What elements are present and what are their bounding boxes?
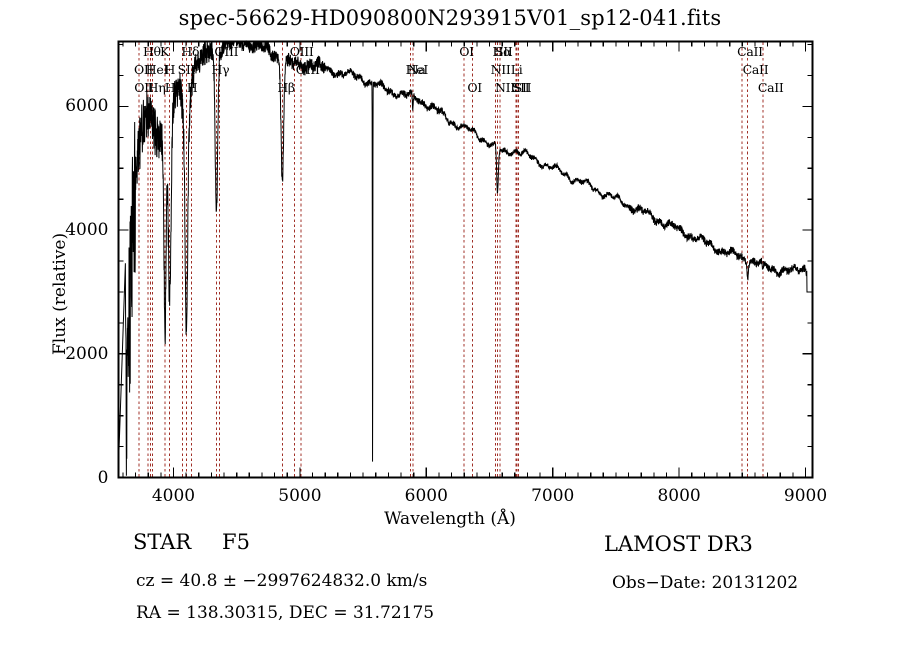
line-marker-label: SII: [511, 80, 530, 95]
line-marker-label: OI: [459, 44, 474, 59]
line-marker-label: OIII: [289, 44, 314, 59]
line-marker-label: Hγ: [211, 62, 230, 77]
line-marker-label: H: [164, 62, 176, 77]
spectrum-trace: [118, 39, 813, 476]
plot-frame: [117, 40, 814, 479]
line-marker-label: HeI: [145, 62, 169, 77]
line-marker-label: NII: [490, 62, 511, 77]
line-marker-label: Hβ: [277, 80, 295, 95]
line-marker-label: NII: [495, 80, 515, 95]
line-marker-label: CaII: [737, 44, 763, 59]
line-marker-label: Hε: [164, 80, 182, 95]
line-marker-label: SII: [495, 44, 513, 59]
axis-ticks: [118, 41, 813, 479]
footer-coords: RA = 138.30315, DEC = 31.72175: [136, 603, 435, 623]
line-marker-label: OIII: [214, 44, 239, 59]
line-marker-label: Li: [510, 62, 523, 77]
line-marker-label: Na: [407, 62, 426, 77]
x-tick-label: 7000: [531, 485, 575, 506]
line-marker-label: CaII: [742, 62, 769, 77]
line-marker-label: Hθ: [142, 44, 161, 59]
y-tick-label: 6000: [65, 96, 109, 117]
y-axis-title: Flux (relative): [50, 232, 70, 355]
y-tick-label: 4000: [65, 220, 109, 241]
x-tick-label: 5000: [278, 485, 322, 506]
line-marker-label: SII: [513, 80, 532, 95]
x-axis-title: Wavelength (Å): [384, 509, 516, 529]
line-marker-label: HeI: [405, 62, 429, 77]
line-marker-label: Hδ: [181, 44, 200, 59]
x-tick-label: 4000: [151, 485, 196, 506]
footer-spectral-class: F5: [222, 530, 250, 554]
line-marker-label: CaII: [757, 80, 784, 95]
line-marker-label: OII: [133, 62, 154, 77]
footer-survey: LAMOST DR3: [604, 532, 753, 556]
figure-title: spec-56629-HD090800N293915V01_sp12-041.f…: [178, 6, 722, 30]
footer-object-type: STAR: [133, 530, 192, 554]
x-tick-label: 9000: [783, 485, 828, 506]
y-tick-label: 0: [97, 467, 109, 488]
footer-obsdate: Obs−Date: 20131202: [612, 573, 799, 593]
line-marker-label: Hα: [492, 44, 512, 59]
line-marker-label: SII: [177, 62, 196, 77]
line-marker-label: OII: [134, 80, 154, 95]
y-tick-label: 2000: [65, 343, 109, 364]
line-marker-rules: [138, 42, 764, 477]
line-marker-label: Hη: [147, 80, 166, 95]
x-tick-label: 6000: [404, 485, 448, 506]
line-marker-label: OI: [467, 80, 482, 95]
line-marker-label: H: [186, 80, 198, 95]
x-tick-label: 8000: [657, 485, 701, 506]
line-marker-label: K: [160, 44, 170, 59]
footer-cz: cz = 40.8 ± −2997624832.0 km/s: [136, 571, 428, 591]
line-marker-label: OIII: [295, 62, 320, 77]
